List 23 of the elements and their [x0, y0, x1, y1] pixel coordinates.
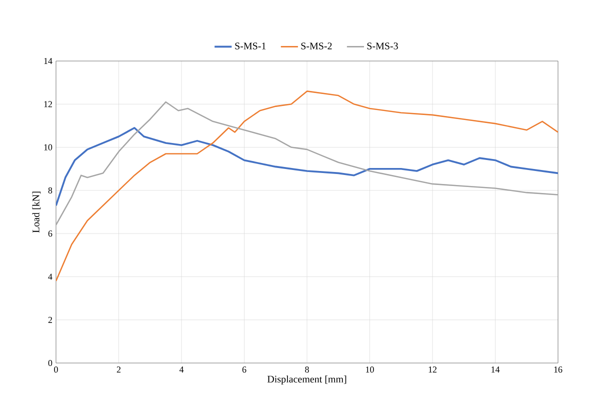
- x-tick-label: 0: [54, 366, 58, 373]
- legend-label: S-MS-3: [367, 42, 398, 50]
- y-tick-label: 0: [48, 360, 52, 366]
- y-tick-label: 12: [44, 101, 52, 108]
- line-series: [56, 126, 558, 206]
- x-tick-label: 14: [492, 366, 500, 372]
- x-tick-label: 6: [242, 366, 246, 373]
- x-tick-label: 12: [428, 366, 436, 372]
- x-tick-label: 8: [305, 366, 309, 373]
- x-tick-label: 4: [179, 366, 184, 372]
- y-tick-label: 6: [48, 230, 52, 237]
- y-axis-title: Load [kN]: [32, 192, 41, 233]
- y-tick-label: 8: [48, 187, 52, 194]
- legend-label: S-MS-2: [301, 42, 332, 50]
- y-tick-label: 4: [48, 274, 52, 280]
- legend-label: S-MS-1: [235, 42, 266, 50]
- y-tick-label: 14: [44, 58, 52, 64]
- y-tick-label: 10: [44, 144, 52, 150]
- x-tick-label: 10: [366, 366, 374, 373]
- y-tick-label: 2: [48, 316, 52, 323]
- x-tick-label: 2: [116, 366, 120, 372]
- x-tick-label: 16: [554, 366, 562, 373]
- x-axis-title: Displacement [mm]: [267, 375, 346, 385]
